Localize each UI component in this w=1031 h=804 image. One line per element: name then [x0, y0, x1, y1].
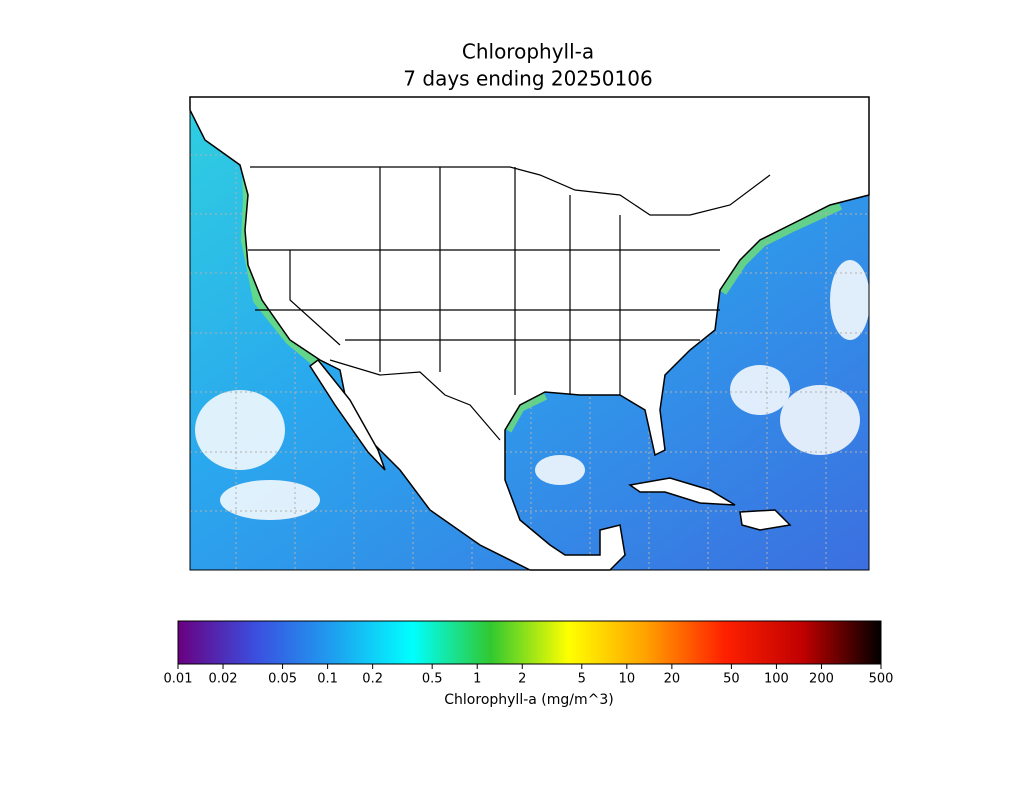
- map-frame: [189, 96, 870, 571]
- tick-label: 0.5: [422, 672, 443, 687]
- tick-label: 0.02: [209, 672, 238, 687]
- tick-label: 100: [764, 672, 789, 687]
- tick-label: 10: [619, 672, 636, 687]
- tick-label: 20: [664, 672, 681, 687]
- tick-label: 0.1: [317, 672, 338, 687]
- map: [189, 96, 870, 571]
- tick-label: 5: [578, 672, 586, 687]
- tick-label: 200: [809, 672, 834, 687]
- tick-label: 0.05: [268, 672, 297, 687]
- colorbar: [177, 620, 882, 665]
- tick-label: 50: [723, 672, 740, 687]
- cloud-gaps: [195, 260, 870, 520]
- hispaniola: [739, 509, 792, 531]
- baja: [308, 358, 386, 471]
- tick-label: 0.01: [164, 672, 193, 687]
- subtitle: 7 days ending 20250106: [403, 67, 652, 91]
- tick-label: 2: [518, 672, 526, 687]
- tick-label: 0.2: [362, 672, 383, 687]
- colorbar-label: Chlorophyll-a (mg/m^3): [444, 692, 613, 708]
- cuba: [628, 477, 736, 506]
- title: Chlorophyll-a: [462, 40, 594, 64]
- borders: [248, 166, 771, 441]
- tick-label: 500: [869, 672, 894, 687]
- tick-label: 1: [473, 672, 481, 687]
